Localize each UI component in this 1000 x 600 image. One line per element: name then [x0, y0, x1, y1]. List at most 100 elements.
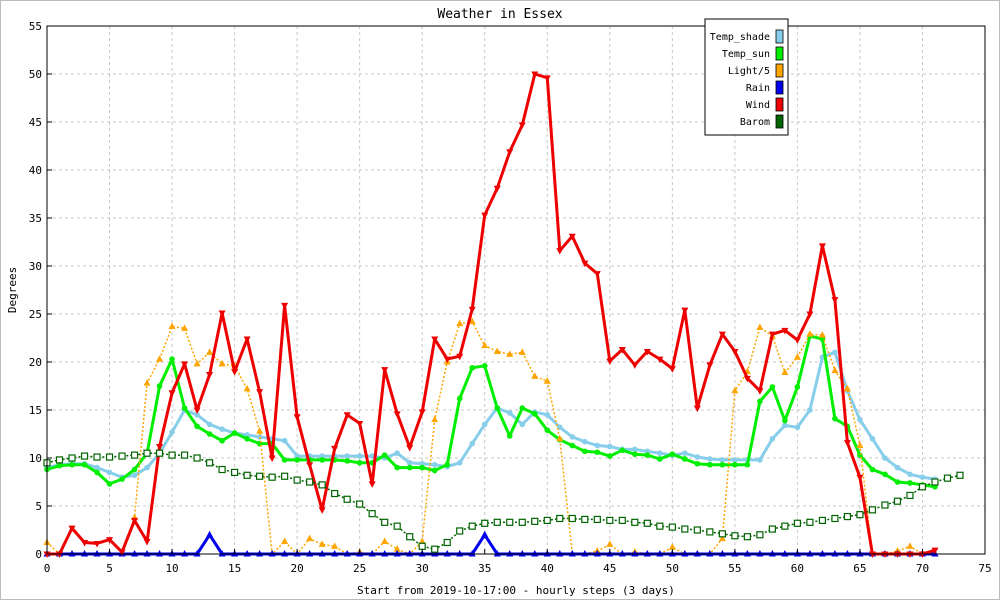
- temp-shade-point: [256, 434, 263, 440]
- light-5-point: [393, 545, 401, 552]
- y-tick-label: 20: [29, 356, 42, 369]
- wind-point: [318, 507, 326, 514]
- light-5-point: [543, 377, 551, 384]
- wind-point: [56, 551, 64, 558]
- wind-point: [68, 525, 76, 533]
- barom-point: [55, 456, 64, 464]
- temp-sun-point: [481, 363, 488, 369]
- barom-point: [493, 518, 501, 526]
- barom-point: [781, 522, 789, 530]
- temp-sun-point: [81, 461, 88, 468]
- wind-point: [543, 75, 551, 82]
- temp-shade-point: [782, 422, 788, 429]
- barom-point: [906, 491, 914, 500]
- light-5-point: [518, 348, 526, 355]
- rain-point: [718, 550, 726, 557]
- x-tick-label: 75: [978, 562, 991, 575]
- temp-sun-point: [657, 456, 663, 462]
- grid-lines: [47, 26, 985, 554]
- y-tick-label: 0: [35, 548, 42, 561]
- temp-sun-point: [281, 457, 288, 463]
- wind-point: [118, 549, 126, 557]
- barom-point: [793, 519, 802, 527]
- barom-point: [306, 478, 314, 486]
- temp-shade-point: [456, 460, 463, 466]
- barom-point: [918, 483, 927, 491]
- barom-point: [668, 523, 676, 531]
- barom-point: [843, 512, 852, 521]
- series-line-wind: [47, 72, 936, 556]
- rain-point: [743, 550, 751, 557]
- rain-point: [381, 550, 389, 557]
- light-5-point: [818, 331, 826, 338]
- rain-point: [281, 550, 289, 557]
- chart-title: Weather in Essex: [437, 7, 562, 22]
- wind-point: [618, 347, 626, 354]
- wind-point: [168, 390, 176, 397]
- temp-sun-point: [106, 481, 113, 487]
- series-barom: [43, 449, 964, 553]
- rain-point: [818, 550, 826, 557]
- rain-point: [206, 530, 214, 538]
- temp-shade-point: [607, 443, 613, 450]
- barom-point: [743, 533, 751, 541]
- barom-point: [593, 515, 601, 524]
- barom-point: [756, 531, 764, 539]
- wind-point: [256, 389, 264, 396]
- wind-point: [793, 337, 801, 344]
- rain-point: [643, 550, 651, 557]
- temp-sun-point: [381, 452, 388, 458]
- wind-point: [468, 306, 476, 314]
- temp-shade-point: [194, 412, 200, 418]
- barom-point: [806, 518, 814, 526]
- rain-point: [306, 550, 314, 557]
- wind-point: [106, 537, 114, 544]
- wind-point: [768, 331, 776, 339]
- barom-point: [118, 452, 126, 460]
- temp-sun-point: [456, 395, 463, 402]
- temp-sun-point: [319, 457, 325, 463]
- rain-point: [556, 550, 564, 557]
- wind-point: [781, 327, 789, 335]
- barom-point: [581, 515, 589, 524]
- rain-point: [843, 550, 851, 557]
- plot-area-border: [46, 25, 986, 555]
- x-tick-label: 30: [416, 562, 429, 575]
- temp-shade-point: [94, 464, 100, 471]
- wind-point: [418, 409, 426, 416]
- wind-point: [393, 411, 401, 418]
- barom-point: [606, 516, 614, 525]
- rain-point: [331, 550, 339, 557]
- wind-point: [356, 420, 364, 428]
- x-tick-label: 70: [916, 562, 929, 575]
- barom-point: [481, 519, 489, 527]
- x-tick-label: 15: [228, 562, 241, 575]
- barom-point: [193, 454, 201, 462]
- barom-point: [518, 518, 526, 526]
- barom-point: [718, 530, 726, 538]
- wind-point: [268, 455, 276, 462]
- temp-shade-point: [131, 472, 138, 479]
- rain-point: [156, 550, 164, 557]
- temp-sun-point: [569, 442, 576, 449]
- light-5-point: [731, 386, 739, 394]
- rain-point: [706, 550, 714, 557]
- temp-sun-point: [782, 417, 788, 424]
- temp-shade-point: [206, 421, 213, 428]
- temp-shade-point: [707, 456, 713, 462]
- temp-sun-point: [882, 471, 888, 478]
- temp-shade-point: [281, 437, 288, 444]
- temp-sun-point: [769, 384, 776, 390]
- light-5-point: [793, 353, 801, 360]
- wind-point: [43, 551, 51, 558]
- temp-shade-point: [594, 442, 601, 449]
- light-5-point: [418, 537, 426, 545]
- rain-point: [93, 550, 101, 557]
- rain-point: [518, 550, 526, 557]
- x-tick-label: 45: [603, 562, 616, 575]
- temp-sun-point: [356, 460, 363, 466]
- light-5-point: [318, 540, 326, 547]
- wind-point: [931, 547, 939, 555]
- temp-sun-point: [56, 462, 63, 469]
- temp-sun-point: [619, 447, 626, 454]
